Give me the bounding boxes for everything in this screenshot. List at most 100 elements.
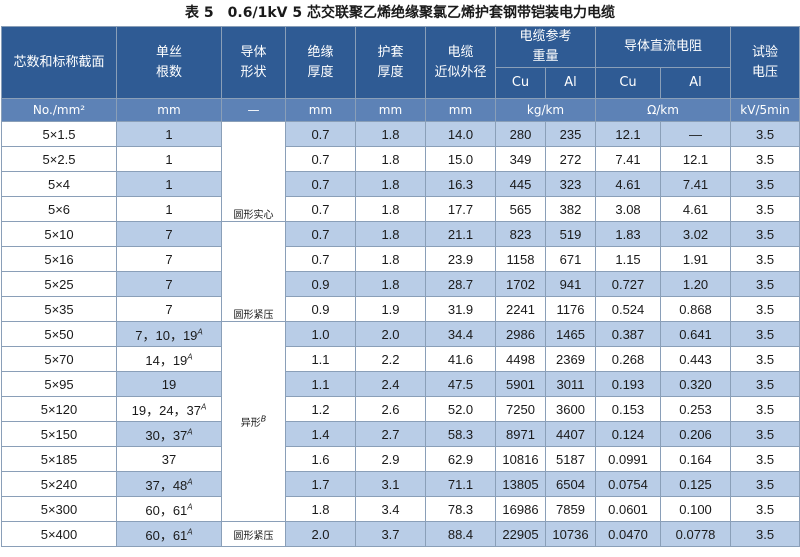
cell-test-voltage: 3.5 [730,271,800,297]
table-row: 5×16 7 0.7 1.8 23.9 1158 671 1.15 1.91 3.5 [1,246,800,272]
cell-sheath: 1.8 [355,246,426,272]
unit-weight: kg/km [494,98,597,122]
cell-insulation: 1.1 [285,371,356,397]
cell-resistance-al: 3.02 [660,221,732,247]
cell-diameter: 71.1 [425,471,496,497]
table-row: 5×2.5 1 0.7 1.8 15.0 349 272 7.41 12.1 3.5 [1,146,800,172]
cell-wire-count: 1 [116,196,222,222]
cell-weight-al: 272 [544,146,597,172]
cell-wire-count: 37，48A [116,471,222,497]
cell-weight-cu: 1702 [495,271,546,297]
cell-resistance-al: 0.320 [660,371,732,397]
footnote-mark: A [187,427,193,437]
footnote-mark: B [260,414,267,424]
cell-insulation: 0.7 [285,121,356,147]
cell-weight-cu: 10816 [495,446,546,472]
cell-weight-cu: 4498 [495,346,546,372]
cell-sheath: 3.7 [355,521,426,547]
cell-sheath: 1.8 [355,171,426,197]
cell-resistance-al: 4.61 [660,196,732,222]
cell-insulation: 1.4 [285,421,356,447]
table-row: 5×6 1 0.7 1.8 17.7 565 382 3.08 4.61 3.5 [1,196,800,222]
cell-size: 5×95 [1,371,117,397]
footnote-mark: A [197,327,203,337]
cell-test-voltage: 3.5 [730,221,800,247]
cell-insulation: 2.0 [285,521,356,547]
cell-insulation: 1.6 [285,446,356,472]
cell-sheath: 2.4 [355,371,426,397]
cell-resistance-cu: 12.1 [595,121,662,147]
table-row: 5×10 7 圆形紧压 0.7 1.8 21.1 823 519 1.83 3.02 3.5 [1,221,800,322]
cell-diameter: 21.1 [425,221,496,247]
cell-wire-count: 7 [116,296,222,322]
cell-insulation: 0.7 [285,196,356,222]
cell-wire-count: 60，61A [116,521,222,547]
header-resistance-al: Al [660,67,732,99]
header-sheath-thickness: 护套 厚度 [355,26,426,99]
unit-insulation: mm [285,98,356,122]
cell-sheath: 1.8 [355,121,426,147]
cell-resistance-al: 1.91 [660,246,732,272]
header-weight: 电缆参考 重量 [494,26,597,68]
footnote-mark: A [187,352,193,362]
cell-resistance-cu: 0.124 [595,421,662,447]
cell-weight-cu: 7250 [495,396,546,422]
cell-weight-cu: 445 [495,171,546,197]
cell-size: 5×16 [1,246,117,272]
table-row: 5×95 19 1.1 2.4 47.5 5901 3011 0.193 0.320 3.5 [1,371,800,397]
cell-sheath: 2.2 [355,346,426,372]
wire-count-value: 7 [165,276,173,292]
cell-resistance-al: 0.443 [660,346,732,372]
cell-resistance-cu: 0.727 [595,271,662,297]
cell-size: 5×50 [1,321,117,347]
cell-resistance-al: 0.868 [660,296,732,322]
table-row: 5×185 37 1.6 2.9 62.9 10816 5187 0.0991 0.164 3.5 [1,446,800,472]
cell-resistance-cu: 7.41 [595,146,662,172]
shape-compact: 圆形紧压 [221,221,286,322]
table-title: 表 5 0.6/1kV 5 芯交联聚乙烯绝缘聚氯乙烯护套钢带铠装电力电缆 [185,5,615,21]
cell-resistance-cu: 0.268 [595,346,662,372]
cell-diameter: 15.0 [425,146,496,172]
cell-resistance-cu: 4.61 [595,171,662,197]
cell-size: 5×10 [1,221,117,247]
cell-wire-count: 60，61A [116,496,222,522]
unit-sheath: mm [355,98,426,122]
cell-sheath: 2.0 [355,321,426,347]
header-dc-resistance: 导体直流电阻 [595,26,732,68]
cell-weight-cu: 13805 [495,471,546,497]
header-resistance-cu: Cu [595,67,662,99]
table-row: 5×400 60，61A 圆形紧压 2.0 3.7 88.4 22905 10736 0.047… [1,521,800,547]
cell-weight-al: 7859 [544,496,597,522]
cell-insulation: 1.1 [285,346,356,372]
cell-resistance-al: 0.641 [660,321,732,347]
cell-weight-cu: 2986 [495,321,546,347]
cell-insulation: 1.8 [285,496,356,522]
table-row: 5×150 30，37A 1.4 2.7 58.3 8971 4407 0.124 0.206 3… [1,421,800,447]
cell-weight-cu: 280 [495,121,546,147]
header-weight-al: Al [544,67,597,99]
wire-count-value: 7 [165,301,173,317]
cell-size: 5×2.5 [1,146,117,172]
cell-insulation: 0.7 [285,146,356,172]
wire-count-value: 60，61 [145,502,188,518]
cell-resistance-al: 0.253 [660,396,732,422]
header-weight-cu: Cu [495,67,546,99]
wire-count-value: 7 [165,251,173,267]
cell-size: 5×4 [1,171,117,197]
cell-resistance-al: 1.20 [660,271,732,297]
wire-count-value: 7 [165,226,173,242]
cell-insulation: 0.9 [285,296,356,322]
cell-sheath: 1.8 [355,271,426,297]
shape-label: 异形 [240,418,261,429]
cell-weight-al: 941 [544,271,597,297]
cell-resistance-cu: 3.08 [595,196,662,222]
cell-weight-al: 671 [544,246,597,272]
cell-weight-al: 2369 [544,346,597,372]
cell-sheath: 2.6 [355,396,426,422]
cell-wire-count: 7 [116,246,222,272]
cell-size: 5×150 [1,421,117,447]
wire-count-value: 60，61 [145,527,188,543]
cell-insulation: 1.7 [285,471,356,497]
cell-insulation: 0.7 [285,221,356,247]
cell-diameter: 31.9 [425,296,496,322]
